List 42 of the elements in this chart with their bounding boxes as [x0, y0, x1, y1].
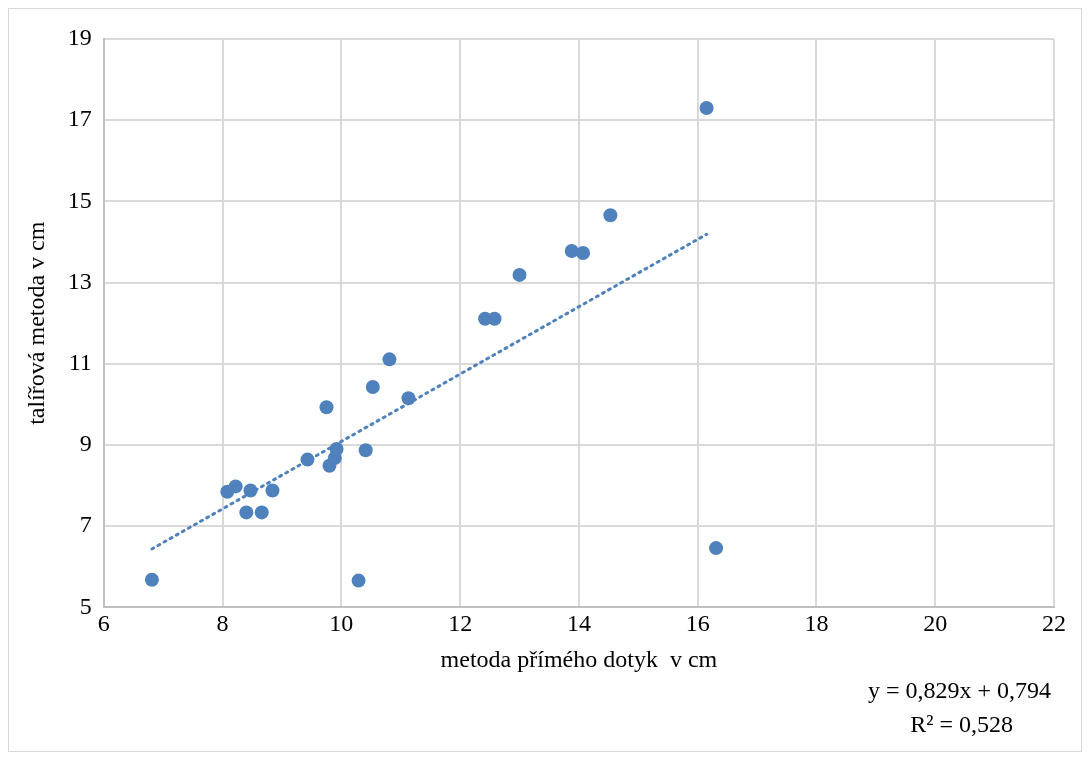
x-tick-label: 8 — [216, 610, 229, 637]
point — [254, 505, 269, 520]
x-tick-label: 18 — [804, 610, 829, 637]
y-tick-label: 13 — [67, 267, 92, 294]
point — [300, 452, 315, 467]
point — [365, 379, 380, 394]
x-tick-label: 6 — [97, 610, 110, 637]
text: R² = 0,528 — [910, 711, 1013, 738]
point — [699, 101, 714, 116]
point — [512, 267, 527, 282]
point — [243, 483, 258, 498]
text: y = 0,829x + 0,794 — [867, 677, 1051, 704]
x-tick-label: 14 — [566, 610, 591, 637]
y-tick-label: 11 — [68, 349, 92, 376]
x-tick-label: 22 — [1042, 610, 1066, 637]
point — [319, 400, 334, 415]
point — [228, 479, 243, 494]
point — [329, 442, 344, 457]
point — [576, 245, 591, 260]
y-tick-label: 17 — [67, 105, 92, 132]
point — [265, 483, 280, 498]
point — [401, 391, 416, 406]
point — [603, 208, 618, 223]
y-tick-label: 9 — [79, 430, 92, 457]
y-axis-title: talířová metoda v cm — [22, 221, 49, 425]
y-tick-label: 19 — [67, 24, 92, 51]
y-tick-label: 7 — [79, 511, 92, 538]
x-tick-label: 12 — [448, 610, 473, 637]
point — [358, 443, 373, 458]
point — [239, 505, 254, 520]
point — [564, 243, 579, 258]
point — [487, 311, 502, 326]
point — [351, 573, 366, 588]
y-tick-label: 15 — [67, 186, 92, 213]
x-axis-title: metoda přímého dotyk v cm — [440, 645, 718, 672]
x-tick-label: 20 — [923, 610, 948, 637]
x-tick-label: 16 — [685, 610, 710, 637]
y-tick-label: 5 — [79, 592, 92, 619]
x-tick-label: 10 — [329, 610, 354, 637]
point — [144, 572, 159, 587]
point — [382, 352, 397, 367]
point — [709, 541, 724, 556]
